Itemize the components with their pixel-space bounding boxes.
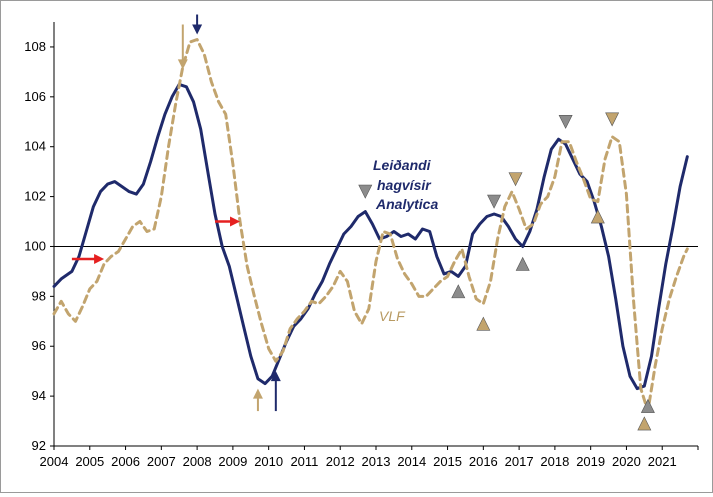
x-tick-label: 2004 (40, 454, 69, 469)
x-tick-label: 2013 (362, 454, 391, 469)
series-line-vlf (52, 38, 689, 413)
series-line-analytica (52, 82, 689, 391)
y-tick-label: 100 (24, 238, 46, 253)
x-tick-label: 2016 (469, 454, 498, 469)
annotation-vlf: VLF (379, 308, 406, 324)
arrow-head (252, 388, 263, 399)
peak-marker (487, 194, 502, 209)
annotations: Leiðandi hagvísir Analytica VLF (373, 157, 438, 324)
x-tick-label: 2017 (505, 454, 534, 469)
y-tick-label: 98 (32, 288, 46, 303)
x-tick-label: 2006 (111, 454, 140, 469)
trough-marker (640, 398, 655, 413)
arrow-head (192, 24, 203, 35)
x-tick-label: 2008 (183, 454, 212, 469)
series-lines (52, 38, 689, 413)
y-tick-label: 104 (24, 139, 46, 154)
x-tick-label: 2015 (433, 454, 462, 469)
annotation-navy-line2: hagvísir (377, 177, 432, 193)
x-tick-label: 2019 (576, 454, 605, 469)
peak-marker (508, 172, 523, 187)
axes: 92 94 96 98 100 102 104 106 108 2004 2005 2006 2007 2… (24, 22, 699, 469)
arrow-head (270, 371, 281, 382)
x-tick-label: 2009 (218, 454, 247, 469)
x-tick-label: 2005 (75, 454, 104, 469)
y-tick-label: 108 (24, 39, 46, 54)
x-tick-label: 2014 (397, 454, 426, 469)
trough-marker (451, 284, 466, 299)
trough-marker (637, 416, 652, 431)
trough-marker (515, 256, 530, 271)
peak-marker (358, 184, 373, 199)
annotation-navy-line1: Leiðandi (373, 157, 432, 173)
y-tick-label: 106 (24, 89, 46, 104)
x-tick-label: 2012 (326, 454, 355, 469)
x-tick-label: 2010 (254, 454, 283, 469)
y-tick-label: 92 (32, 438, 46, 453)
y-tick-label: 94 (32, 388, 46, 403)
x-tick-label: 2021 (648, 454, 677, 469)
x-tick-label: 2011 (290, 454, 318, 469)
y-tick-label: 96 (32, 338, 46, 353)
x-tick-label: 2007 (147, 454, 176, 469)
peak-marker (558, 114, 573, 129)
annotation-navy-line3: Analytica (375, 196, 438, 212)
red-arrow-head (94, 253, 105, 264)
trough-marker (476, 316, 491, 331)
red-arrow-head (230, 216, 241, 227)
y-tick-label: 102 (24, 189, 46, 204)
trough-marker (590, 209, 605, 224)
event-markers (71, 14, 655, 431)
x-tick-label: 2018 (540, 454, 569, 469)
x-tick-label: 2020 (612, 454, 641, 469)
arrow-head (177, 59, 188, 70)
peak-marker (605, 112, 620, 127)
